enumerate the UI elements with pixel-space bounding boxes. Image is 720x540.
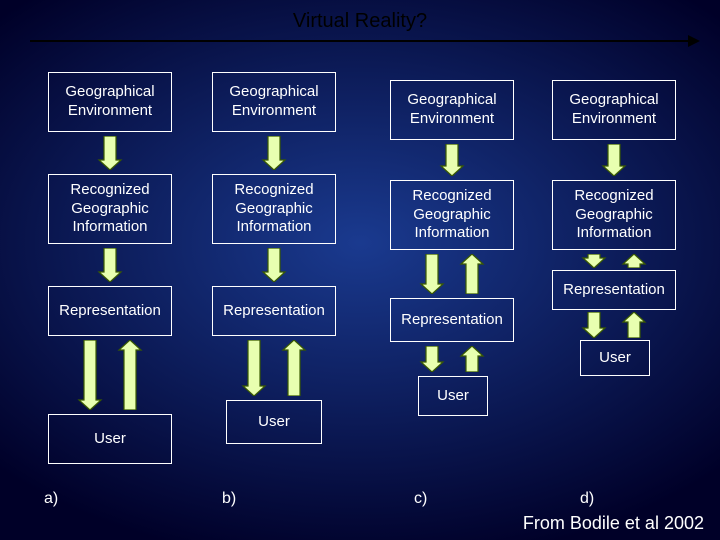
column-label-b: b) [222, 490, 236, 508]
col-d-arrow-3-down-icon [581, 312, 607, 338]
col-b-arrow-2-down-icon [241, 340, 267, 396]
column-label-d: d) [580, 490, 594, 508]
col-b-rec-label: RecognizedGeographicInformation [234, 181, 313, 237]
col-a-user-box: User [48, 414, 172, 464]
col-c-arrow-3-down-icon [419, 346, 445, 372]
col-b-user-label: User [258, 413, 290, 432]
col-c-geo-box: GeographicalEnvironment [390, 80, 514, 140]
col-d-arrow-4-up-icon [621, 312, 647, 338]
col-a-geo-label: GeographicalEnvironment [65, 83, 154, 121]
col-d-geo-label: GeographicalEnvironment [569, 91, 658, 129]
col-d-arrow-2-up-icon [621, 254, 647, 268]
title-underline [30, 40, 690, 42]
col-c-user-box: User [418, 376, 488, 416]
col-c-user-label: User [437, 387, 469, 406]
col-d-repr-label: Representation [563, 281, 665, 300]
column-label-c: c) [414, 490, 427, 508]
col-d-geo-box: GeographicalEnvironment [552, 80, 676, 140]
col-d-repr-box: Representation [552, 270, 676, 310]
col-a-arrow-1-down-icon [97, 248, 123, 282]
col-d-user-box: User [580, 340, 650, 376]
col-c-repr-box: Representation [390, 298, 514, 342]
col-d-rec-label: RecognizedGeographicInformation [574, 187, 653, 243]
col-c-geo-label: GeographicalEnvironment [407, 91, 496, 129]
col-b-arrow-3-up-icon [281, 340, 307, 396]
col-a-arrow-3-up-icon [117, 340, 143, 410]
col-a-geo-box: GeographicalEnvironment [48, 72, 172, 132]
col-a-repr-label: Representation [59, 302, 161, 321]
col-c-arrow-2-up-icon [459, 254, 485, 294]
col-b-geo-label: GeographicalEnvironment [229, 83, 318, 121]
col-a-repr-box: Representation [48, 286, 172, 336]
col-b-arrow-1-down-icon [261, 248, 287, 282]
col-b-repr-label: Representation [223, 302, 325, 321]
col-c-rec-box: RecognizedGeographicInformation [390, 180, 514, 250]
col-d-rec-box: RecognizedGeographicInformation [552, 180, 676, 250]
col-b-geo-box: GeographicalEnvironment [212, 72, 336, 132]
col-d-arrow-1-down-icon [581, 254, 607, 268]
col-d-arrow-0-down-icon [601, 144, 627, 176]
col-b-user-box: User [226, 400, 322, 444]
col-b-rec-box: RecognizedGeographicInformation [212, 174, 336, 244]
col-a-rec-box: RecognizedGeographicInformation [48, 174, 172, 244]
col-b-arrow-0-down-icon [261, 136, 287, 170]
col-a-arrow-2-down-icon [77, 340, 103, 410]
citation-text: From Bodile et al 2002 [523, 513, 704, 534]
col-a-rec-label: RecognizedGeographicInformation [70, 181, 149, 237]
col-c-arrow-0-down-icon [439, 144, 465, 176]
col-a-arrow-0-down-icon [97, 136, 123, 170]
slide-title: Virtual Reality? [0, 10, 720, 33]
col-d-user-label: User [599, 349, 631, 368]
col-c-rec-label: RecognizedGeographicInformation [412, 187, 491, 243]
col-c-repr-label: Representation [401, 311, 503, 330]
col-b-repr-box: Representation [212, 286, 336, 336]
column-label-a: a) [44, 490, 58, 508]
col-a-user-label: User [94, 430, 126, 449]
col-c-arrow-1-down-icon [419, 254, 445, 294]
title-underline-arrowhead [688, 35, 700, 47]
col-c-arrow-4-up-icon [459, 346, 485, 372]
